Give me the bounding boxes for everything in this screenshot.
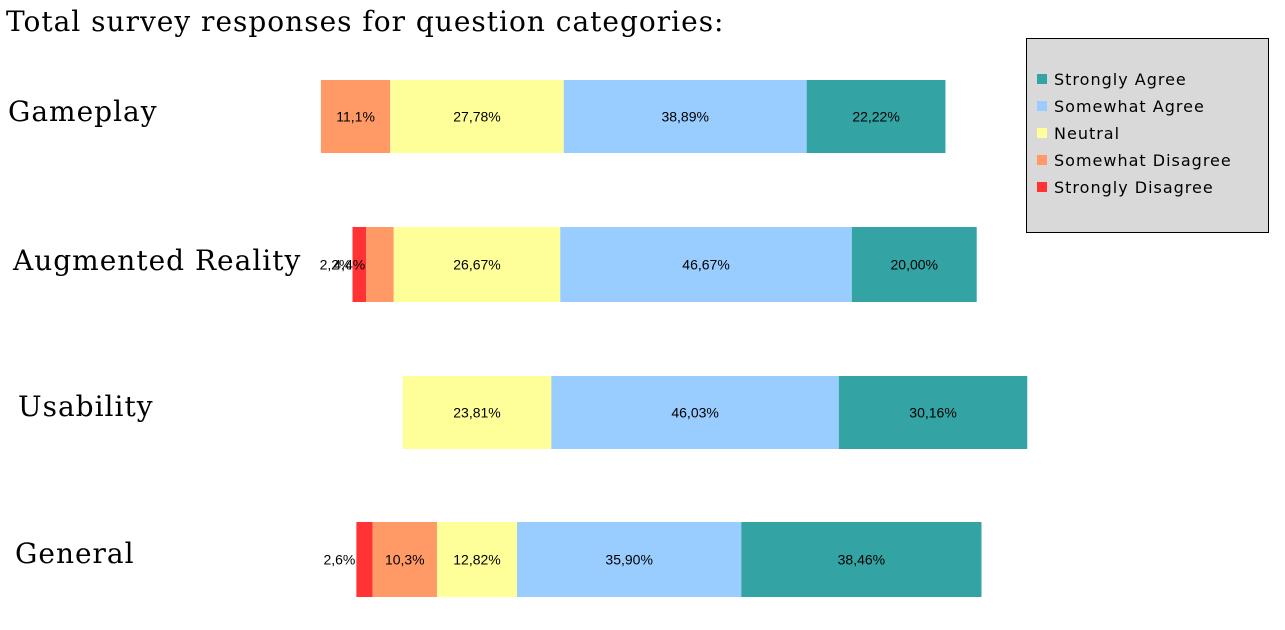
legend-box	[1026, 38, 1269, 233]
data-label-usability-strongly-agree: 30,16%	[909, 405, 956, 421]
data-label-augmented-reality-somewhat-disagree: 4,4%	[333, 257, 365, 273]
data-label-gameplay-somewhat-disagree: 11,1%	[336, 109, 375, 125]
bar-segment-augmented-reality-strongly-disagree	[352, 227, 367, 302]
data-label-gameplay-neutral: 27,78%	[453, 109, 500, 125]
bars-layer: Gameplay 11,1% 27,78% 38,89% 22,22% Augmented…	[8, 80, 1028, 597]
bar-row-general: General 2,6% 10,3% 12,82% 35,90% 38,46%	[15, 522, 982, 597]
data-label-gameplay-somewhat-agree: 38,89%	[661, 109, 708, 125]
bar-segment-gameplay-somewhat-agree	[563, 80, 807, 153]
legend-label-somewhat-disagree: Somewhat Disagree	[1054, 151, 1232, 170]
chart-title: Total survey responses for question cate…	[6, 5, 725, 38]
category-label-usability: Usability	[18, 390, 154, 423]
bar-segment-augmented-reality-somewhat-disagree	[366, 227, 394, 302]
bar-segment-augmented-reality-neutral	[393, 227, 561, 302]
data-label-general-strongly-disagree: 2,6%	[323, 552, 355, 568]
legend-label-strongly-agree: Strongly Agree	[1054, 70, 1187, 89]
bar-row-augmented-reality: Augmented Reality 2,2%4,4% 26,67% 46,67% 20,…	[12, 227, 977, 302]
category-label-general: General	[15, 537, 135, 570]
category-label-gameplay: Gameplay	[8, 95, 158, 128]
bar-segment-gameplay-strongly-agree	[806, 80, 946, 153]
bar-segment-gameplay-neutral	[390, 80, 564, 153]
legend: Strongly Agree Somewhat Agree Neutral Somew…	[1026, 38, 1269, 233]
data-label-usability-somewhat-agree: 46,03%	[671, 405, 718, 421]
data-label-general-somewhat-disagree: 10,3%	[385, 552, 425, 568]
bar-segment-general-neutral	[436, 522, 518, 597]
data-label-augmented-reality-strongly-agree: 20,00%	[891, 257, 938, 273]
legend-swatch-somewhat-disagree	[1037, 155, 1047, 165]
bar-row-usability: Usability 23,81% 46,03% 30,16%	[18, 376, 1028, 449]
data-label-usability-neutral: 23,81%	[453, 405, 500, 421]
bar-segment-usability-strongly-agree	[838, 376, 1028, 449]
legend-label-neutral: Neutral	[1054, 124, 1120, 143]
bar-segment-general-somewhat-disagree	[372, 522, 437, 597]
bar-segment-general-somewhat-agree	[517, 522, 742, 597]
bar-row-gameplay: Gameplay 11,1% 27,78% 38,89% 22,22%	[8, 80, 946, 153]
data-label-general-somewhat-agree: 35,90%	[605, 552, 652, 568]
data-label-augmented-reality-somewhat-agree: 46,67%	[682, 257, 729, 273]
data-label-augmented-reality-strongly-disagree: 2,2%	[320, 257, 352, 273]
bar-segment-general-strongly-disagree	[356, 522, 373, 597]
legend-label-somewhat-agree: Somewhat Agree	[1054, 97, 1205, 116]
bar-segment-usability-neutral	[402, 376, 552, 449]
legend-swatch-strongly-agree	[1037, 74, 1047, 84]
category-label-augmented-reality: Augmented Reality	[12, 244, 301, 277]
data-label-general-neutral: 12,82%	[453, 552, 500, 568]
bar-segment-usability-somewhat-agree	[551, 376, 839, 449]
bar-segment-augmented-reality-strongly-agree	[851, 227, 977, 302]
bar-segment-general-strongly-agree	[741, 522, 982, 597]
legend-swatch-neutral	[1037, 128, 1047, 138]
legend-swatch-somewhat-agree	[1037, 101, 1047, 111]
legend-label-strongly-disagree: Strongly Disagree	[1054, 178, 1214, 197]
data-label-gameplay-strongly-agree: 22,22%	[852, 109, 899, 125]
data-label-augmented-reality-neutral: 26,67%	[453, 257, 500, 273]
legend-swatch-strongly-disagree	[1037, 182, 1047, 192]
data-label-general-strongly-agree: 38,46%	[838, 552, 885, 568]
bar-segment-augmented-reality-somewhat-agree	[560, 227, 852, 302]
bar-segment-gameplay-somewhat-disagree	[320, 80, 391, 153]
